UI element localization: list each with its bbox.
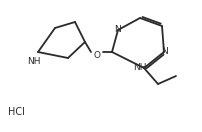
Text: NH: NH — [27, 58, 41, 67]
Text: N: N — [161, 48, 167, 56]
Text: O: O — [93, 51, 100, 60]
Text: HCl: HCl — [8, 107, 25, 117]
Text: NH: NH — [133, 63, 146, 72]
Text: N: N — [114, 25, 121, 34]
